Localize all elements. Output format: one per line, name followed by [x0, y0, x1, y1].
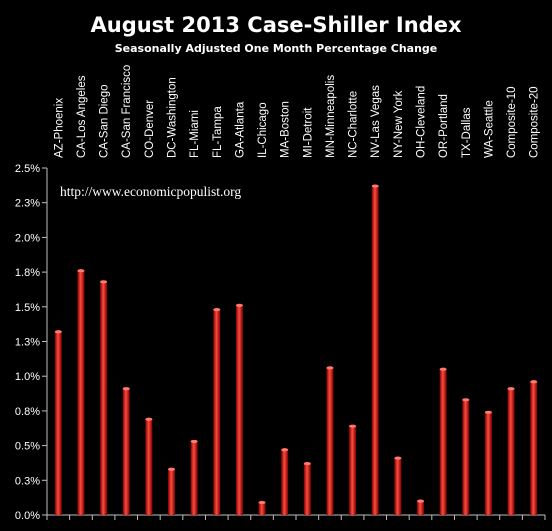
bar-cap	[371, 184, 379, 188]
bar-oh-cleveland	[417, 501, 424, 515]
bar-cap	[303, 462, 311, 466]
y-tick-label: 0.3%	[15, 475, 40, 487]
bar-az-phoenix	[54, 331, 62, 515]
bar-cap	[462, 398, 470, 402]
source-url: http://www.economicpopulist.org	[60, 184, 241, 199]
category-label: CA-San Francisco	[121, 65, 133, 158]
bar-cap	[507, 387, 515, 391]
category-label: OH-Cleveland	[416, 86, 428, 158]
bar-cap	[349, 424, 357, 428]
bar-cap	[326, 366, 334, 370]
bar-cap	[258, 500, 266, 505]
bar-dc-washington	[168, 469, 175, 515]
bar-ga-atlanta	[235, 305, 243, 515]
category-label: AZ-Phoenix	[53, 98, 65, 158]
category-label: Composite-10	[506, 86, 518, 158]
bar-cap	[190, 439, 198, 444]
category-label: GA-Atlanta	[234, 101, 246, 158]
y-tick-label: 1.3%	[15, 337, 40, 349]
y-tick-label: 1.5%	[15, 302, 40, 314]
category-label: MI-Detroit	[302, 107, 314, 158]
category-label: NC-Charlotte	[348, 91, 360, 158]
bar-cap	[54, 330, 62, 334]
y-tick-label: 2.0%	[15, 232, 40, 244]
bar-ca-san-diego	[100, 281, 108, 515]
bars	[46, 184, 546, 520]
bar-cap	[77, 269, 85, 273]
bar-il-chicago	[258, 502, 266, 515]
bar-fl-miami	[190, 441, 198, 515]
category-label: FL-Tampa	[212, 106, 224, 158]
y-tick-label: 1.8%	[15, 267, 40, 279]
category-label: MA-Boston	[280, 101, 292, 158]
category-label: OR-Portland	[438, 94, 450, 158]
category-label: TX-Dallas	[461, 107, 473, 158]
bar-cap	[484, 410, 492, 414]
bar-ny-new-york	[394, 458, 402, 515]
category-label: CO-Denver	[144, 100, 156, 158]
category-label: CA-San Diego	[99, 84, 111, 158]
bar-fl-tampa	[213, 309, 221, 515]
bar-cap	[168, 467, 175, 471]
bar-mi-detroit	[303, 463, 311, 515]
bar-cap	[281, 448, 289, 452]
bar-or-portland	[439, 369, 447, 515]
bar-nv-las-vegas	[371, 186, 379, 515]
bar-cap	[122, 387, 130, 391]
y-tick-label: 0.8%	[15, 406, 40, 418]
bar-cap	[235, 303, 243, 308]
chart-title: August 2013 Case-Shiller Index	[91, 13, 462, 37]
bar-composite-20	[530, 381, 538, 515]
y-tick-label: 1.0%	[15, 371, 40, 383]
bar-co-denver	[145, 419, 153, 515]
bar-cap	[213, 307, 221, 312]
bar-cap	[394, 456, 402, 460]
y-tick-label: 0.0%	[15, 510, 40, 522]
bar-mn-minneapolis	[326, 367, 334, 515]
category-label: IL-Chicago	[257, 102, 269, 158]
bar-cap	[417, 499, 424, 503]
bar-cap	[530, 380, 538, 384]
y-tick-label: 2.3%	[15, 198, 40, 210]
category-label: Composite-20	[529, 86, 541, 158]
category-label: CA-Los Angeles	[76, 75, 88, 158]
bar-ca-los-angeles	[77, 270, 85, 515]
category-label: DC-Washington	[167, 77, 179, 158]
category-label: MN-Minneapolis	[325, 75, 337, 158]
category-label: NY-New York	[393, 90, 405, 158]
chart-subtitle: Seasonally Adjusted One Month Percentage…	[115, 42, 438, 55]
category-label: FL-Miami	[189, 110, 201, 158]
bar-cap	[439, 367, 447, 371]
y-tick-label: 0.5%	[15, 441, 40, 453]
bar-nc-charlotte	[349, 426, 357, 515]
y-tick-label: 2.5%	[15, 163, 40, 175]
bar-ma-boston	[281, 449, 289, 515]
bar-ca-san-francisco	[122, 388, 130, 515]
bar-wa-seattle	[484, 412, 492, 515]
bar-composite-10	[507, 388, 515, 515]
bar-cap	[100, 280, 108, 284]
category-label: WA-Seattle	[483, 100, 495, 158]
bar-tx-dallas	[462, 399, 470, 515]
category-labels: AZ-Phoenix CA-Los Angeles CA-San Diego CA-S…	[53, 65, 540, 158]
bar-cap	[145, 417, 153, 421]
category-label: NV-Las Vegas	[370, 85, 382, 158]
